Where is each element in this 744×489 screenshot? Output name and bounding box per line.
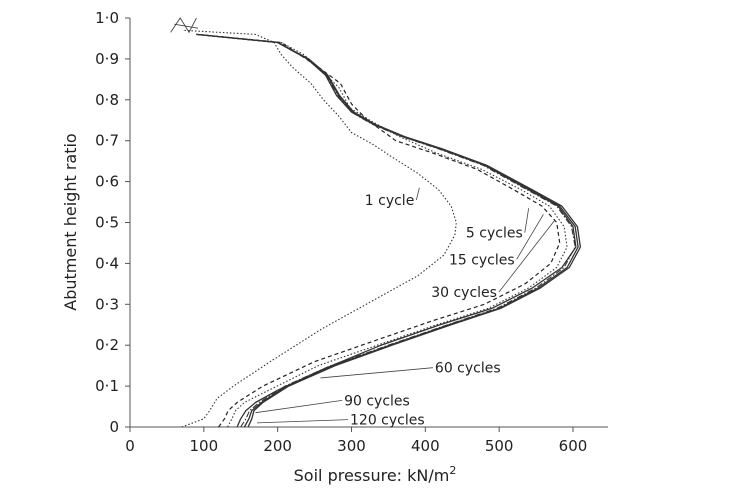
annotation-leader bbox=[256, 419, 349, 424]
annotations: 1 cycle 5 cycles 15 cycles 30 cycles 60 cycl… bbox=[255, 187, 555, 429]
annotation-label: 30 cycles bbox=[431, 285, 497, 301]
annotation-leader bbox=[524, 208, 530, 233]
series-line-6 bbox=[196, 33, 582, 428]
annotation-leader bbox=[516, 214, 544, 260]
y-tick-label: 0·3 bbox=[95, 295, 119, 313]
annotation-label: 5 cycles bbox=[466, 226, 523, 242]
x-tick-label: 300 bbox=[337, 437, 366, 455]
x-tick-label: 0 bbox=[125, 437, 135, 455]
y-tick-label: 0·2 bbox=[95, 336, 119, 354]
y-tick-label: 0·9 bbox=[95, 50, 119, 68]
x-tick-label: 100 bbox=[190, 437, 219, 455]
x-axis-title: Soil pressure: kN/m2 bbox=[294, 464, 457, 485]
annotation-label: 15 cycles bbox=[449, 252, 515, 268]
y-tick-label: 0·4 bbox=[95, 254, 119, 272]
series-line-3 bbox=[196, 33, 568, 428]
y-tick-label: 0·7 bbox=[95, 132, 119, 150]
annotation-leader bbox=[498, 220, 555, 293]
series-line-0 bbox=[181, 29, 457, 428]
y-ticks: 0 0·1 0·2 0·3 0·4 0·5 0·6 0·7 0·8 0·9 1·0 bbox=[95, 9, 130, 436]
series-line-5 bbox=[196, 33, 579, 428]
annotation-label: 1 cycle bbox=[365, 193, 415, 209]
y-tick-label: 0·1 bbox=[95, 377, 119, 395]
annotation-label: 120 cycles bbox=[350, 413, 425, 429]
y-axis-title: Abutment height ratio bbox=[61, 133, 80, 310]
y-tick-label: 1·0 bbox=[95, 9, 119, 27]
annotation-label: 90 cycles bbox=[344, 393, 410, 409]
series-group bbox=[170, 17, 582, 428]
y-tick-label: 0·6 bbox=[95, 173, 119, 191]
top-scribble bbox=[170, 17, 199, 34]
axes bbox=[129, 18, 608, 428]
y-tick-label: 0·8 bbox=[95, 91, 119, 109]
x-ticks: 0 100 200 300 400 500 600 bbox=[125, 427, 587, 455]
x-tick-label: 200 bbox=[263, 437, 292, 455]
annotation-leader bbox=[255, 400, 343, 414]
annotation-label: 60 cycles bbox=[435, 361, 501, 377]
x-tick-label: 400 bbox=[411, 437, 440, 455]
x-tick-label: 600 bbox=[559, 437, 588, 455]
y-tick-label: 0 bbox=[109, 418, 119, 436]
annotation-leader bbox=[415, 187, 420, 201]
x-tick-label: 500 bbox=[485, 437, 514, 455]
series-line-1 bbox=[196, 33, 577, 428]
y-tick-label: 0·5 bbox=[95, 214, 119, 232]
annotation-leader bbox=[320, 367, 433, 379]
